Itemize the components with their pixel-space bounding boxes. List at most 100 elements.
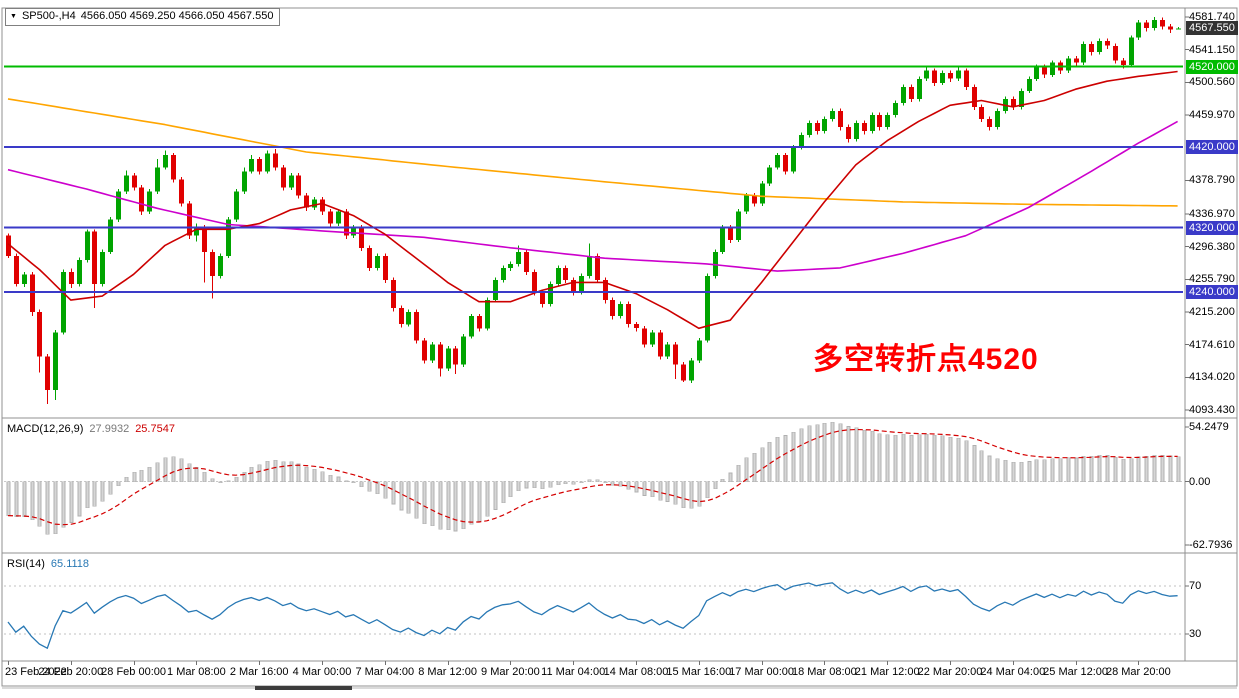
candle-body: [45, 356, 50, 391]
candle: [964, 68, 969, 90]
candle-body: [956, 70, 961, 79]
candle: [493, 277, 498, 303]
macd-histogram-bar: [446, 481, 451, 531]
macd-histogram-bar: [304, 466, 309, 483]
candle: [626, 301, 631, 328]
candle-body: [815, 123, 820, 131]
candle: [124, 170, 129, 194]
macd-histogram-bar: [320, 471, 325, 482]
candle-body: [414, 312, 419, 341]
candle-body: [516, 251, 521, 264]
rsi-indicator-header: RSI(14) 65.1118: [7, 558, 89, 570]
macd-histogram-bar: [658, 481, 663, 501]
candle-body: [344, 211, 349, 236]
candle: [6, 233, 11, 259]
candle: [595, 253, 600, 284]
candle: [760, 181, 765, 206]
macd-histogram-bar: [1089, 455, 1094, 482]
chart-dropdown-icon[interactable]: ▼: [10, 13, 17, 20]
candle-body: [673, 344, 678, 365]
macd-histogram-bar: [461, 481, 466, 529]
candle: [77, 257, 82, 287]
candle: [1027, 76, 1032, 94]
candle: [697, 337, 702, 363]
candle: [713, 249, 718, 279]
candle-body: [987, 119, 992, 127]
candle-body: [1152, 20, 1157, 28]
macd-signal-value: 25.7547: [135, 423, 175, 435]
candle: [744, 193, 749, 214]
candle-body: [37, 312, 42, 357]
macd-histogram-bar: [579, 481, 584, 484]
candle-body: [477, 316, 482, 329]
candle-body: [603, 280, 608, 301]
candle: [610, 297, 615, 320]
candle-body: [862, 123, 867, 131]
candle-body: [281, 167, 286, 188]
candle-body: [932, 70, 937, 83]
candle: [344, 209, 349, 239]
candle-body: [940, 73, 945, 83]
candle-body: [1144, 22, 1149, 28]
candle-body: [1160, 20, 1165, 27]
candle-body: [336, 211, 341, 224]
candle-body: [642, 328, 647, 345]
candle-body: [124, 175, 129, 192]
macd-histogram-bar: [563, 481, 568, 484]
candle-body: [1034, 66, 1039, 79]
candle-body: [752, 195, 757, 204]
candle-body: [171, 155, 176, 180]
candle: [289, 172, 294, 190]
macd-histogram-bar: [22, 481, 27, 517]
candle: [767, 164, 772, 186]
candle-body: [791, 147, 796, 172]
candle: [359, 225, 364, 251]
candle-body: [61, 271, 66, 333]
candle-body: [1097, 40, 1102, 53]
candle: [1066, 56, 1071, 74]
ma-line-fast: [7, 70, 1178, 330]
chart-annotation-text[interactable]: 多空转折点4520: [813, 343, 1039, 376]
candle: [281, 164, 286, 191]
macd-histogram-bar: [548, 481, 553, 488]
candle: [658, 329, 663, 360]
macd-histogram-bar: [493, 481, 498, 510]
macd-histogram-bar: [760, 447, 765, 482]
candle-body: [194, 227, 199, 236]
candle-body: [289, 175, 294, 188]
candle-body: [179, 179, 184, 204]
macd-histogram-bar: [972, 445, 977, 483]
macd-histogram-bar: [1152, 454, 1157, 483]
macd-histogram-bar: [422, 481, 427, 524]
candle-body: [595, 255, 600, 280]
candle: [1160, 17, 1165, 30]
candle-body: [485, 300, 490, 329]
macd-histogram-bar: [367, 481, 372, 492]
candle-body: [218, 255, 223, 276]
candle-body: [383, 255, 388, 280]
candle: [634, 321, 639, 332]
candle-body: [108, 219, 113, 252]
macd-histogram-bar: [964, 440, 969, 482]
macd-histogram-bar: [893, 434, 898, 483]
macd-histogram-bar: [610, 481, 615, 486]
candle-body: [493, 280, 498, 301]
macd-main-value: 27.9932: [89, 423, 130, 435]
macd-histogram-bar: [61, 481, 66, 528]
candle-body: [77, 259, 82, 284]
macd-label: MACD(12,26,9): [7, 423, 84, 435]
candle: [972, 84, 977, 111]
candle: [618, 301, 623, 319]
candle-body: [713, 251, 718, 276]
scrollbar-thumb[interactable]: [255, 686, 352, 690]
candle-body: [634, 324, 639, 329]
candle-body: [328, 211, 333, 224]
candle-body: [163, 155, 168, 168]
candle: [69, 268, 74, 288]
candle: [1074, 56, 1079, 66]
candle: [885, 112, 890, 130]
macd-histogram-bar: [1105, 455, 1110, 483]
macd-histogram-bar: [540, 481, 545, 490]
candle-body: [446, 348, 451, 369]
